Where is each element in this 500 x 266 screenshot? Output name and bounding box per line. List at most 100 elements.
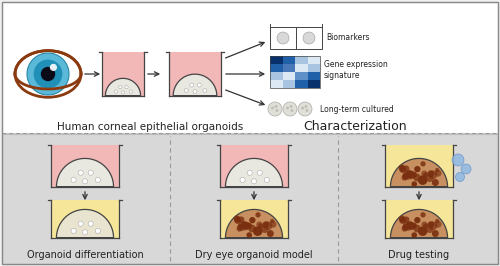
Circle shape [257, 170, 262, 175]
Circle shape [249, 217, 256, 223]
Circle shape [82, 179, 87, 184]
Circle shape [426, 175, 434, 182]
Bar [102, 52, 144, 96]
Circle shape [286, 106, 289, 110]
Circle shape [290, 109, 294, 112]
Circle shape [402, 173, 409, 179]
Circle shape [238, 224, 244, 230]
Text: Long-term cultured: Long-term cultured [320, 105, 394, 114]
Bar [270, 56, 320, 88]
Circle shape [428, 221, 438, 230]
Circle shape [304, 105, 308, 108]
Bar [295, 64, 308, 72]
Bar [308, 80, 320, 88]
Circle shape [114, 90, 117, 93]
Polygon shape [56, 209, 114, 238]
Circle shape [258, 223, 264, 228]
Circle shape [234, 215, 240, 222]
Bar [270, 56, 282, 64]
Polygon shape [226, 209, 282, 238]
Bar [308, 72, 320, 80]
Text: Organoid differentiation: Organoid differentiation [26, 250, 144, 260]
Circle shape [418, 226, 428, 236]
Circle shape [434, 170, 442, 177]
Circle shape [435, 168, 440, 172]
Circle shape [452, 154, 464, 166]
Circle shape [34, 60, 62, 88]
Circle shape [411, 172, 417, 178]
Circle shape [240, 177, 245, 182]
Bar [51, 200, 119, 238]
Text: Characterization: Characterization [303, 120, 407, 134]
Circle shape [82, 230, 87, 235]
Circle shape [78, 221, 84, 226]
Circle shape [403, 165, 409, 172]
Circle shape [428, 221, 434, 228]
Circle shape [270, 219, 274, 223]
Circle shape [253, 226, 262, 236]
Circle shape [399, 215, 406, 222]
Circle shape [435, 219, 440, 223]
Circle shape [428, 170, 434, 177]
Circle shape [420, 161, 426, 167]
Circle shape [88, 170, 94, 175]
Circle shape [283, 102, 297, 116]
Circle shape [71, 228, 76, 234]
Circle shape [193, 90, 197, 94]
Bar [51, 145, 119, 187]
Bar [282, 56, 295, 64]
Circle shape [236, 226, 242, 232]
Circle shape [298, 102, 312, 116]
Polygon shape [56, 159, 114, 187]
Bar [295, 80, 308, 88]
Circle shape [130, 90, 132, 93]
Polygon shape [173, 74, 217, 96]
Circle shape [402, 224, 409, 230]
Bar [282, 80, 295, 88]
Circle shape [241, 221, 248, 229]
Circle shape [432, 230, 439, 237]
Circle shape [71, 177, 76, 182]
Circle shape [270, 221, 276, 228]
Polygon shape [106, 78, 140, 96]
Bar [270, 80, 282, 88]
Bar [385, 200, 453, 238]
Circle shape [276, 109, 278, 112]
Circle shape [264, 221, 272, 230]
Bar [295, 72, 308, 80]
Circle shape [184, 89, 188, 93]
Circle shape [432, 179, 439, 186]
Bar [220, 200, 288, 238]
Circle shape [198, 83, 202, 87]
Circle shape [423, 223, 428, 228]
Circle shape [407, 222, 416, 230]
Circle shape [256, 212, 260, 218]
Ellipse shape [15, 51, 81, 97]
Text: Drug testing: Drug testing [388, 250, 450, 260]
Circle shape [426, 226, 434, 233]
Text: Biomarkers: Biomarkers [326, 34, 370, 43]
Circle shape [122, 91, 124, 94]
Circle shape [246, 223, 252, 229]
Circle shape [247, 170, 252, 175]
Circle shape [256, 221, 262, 228]
Circle shape [412, 232, 417, 238]
Circle shape [403, 217, 409, 223]
Circle shape [41, 67, 55, 81]
Circle shape [262, 221, 269, 228]
Polygon shape [390, 159, 448, 187]
Circle shape [406, 170, 413, 178]
Bar [169, 52, 221, 96]
Bar [2, 2, 498, 133]
Text: Dry eye organoid model: Dry eye organoid model [195, 250, 313, 260]
Circle shape [252, 179, 256, 184]
Circle shape [461, 164, 471, 174]
Circle shape [413, 174, 421, 181]
Circle shape [88, 221, 94, 226]
Circle shape [50, 64, 57, 71]
Circle shape [420, 212, 426, 218]
Circle shape [248, 225, 256, 232]
Circle shape [277, 32, 289, 44]
Bar [282, 64, 295, 72]
Circle shape [242, 222, 250, 230]
